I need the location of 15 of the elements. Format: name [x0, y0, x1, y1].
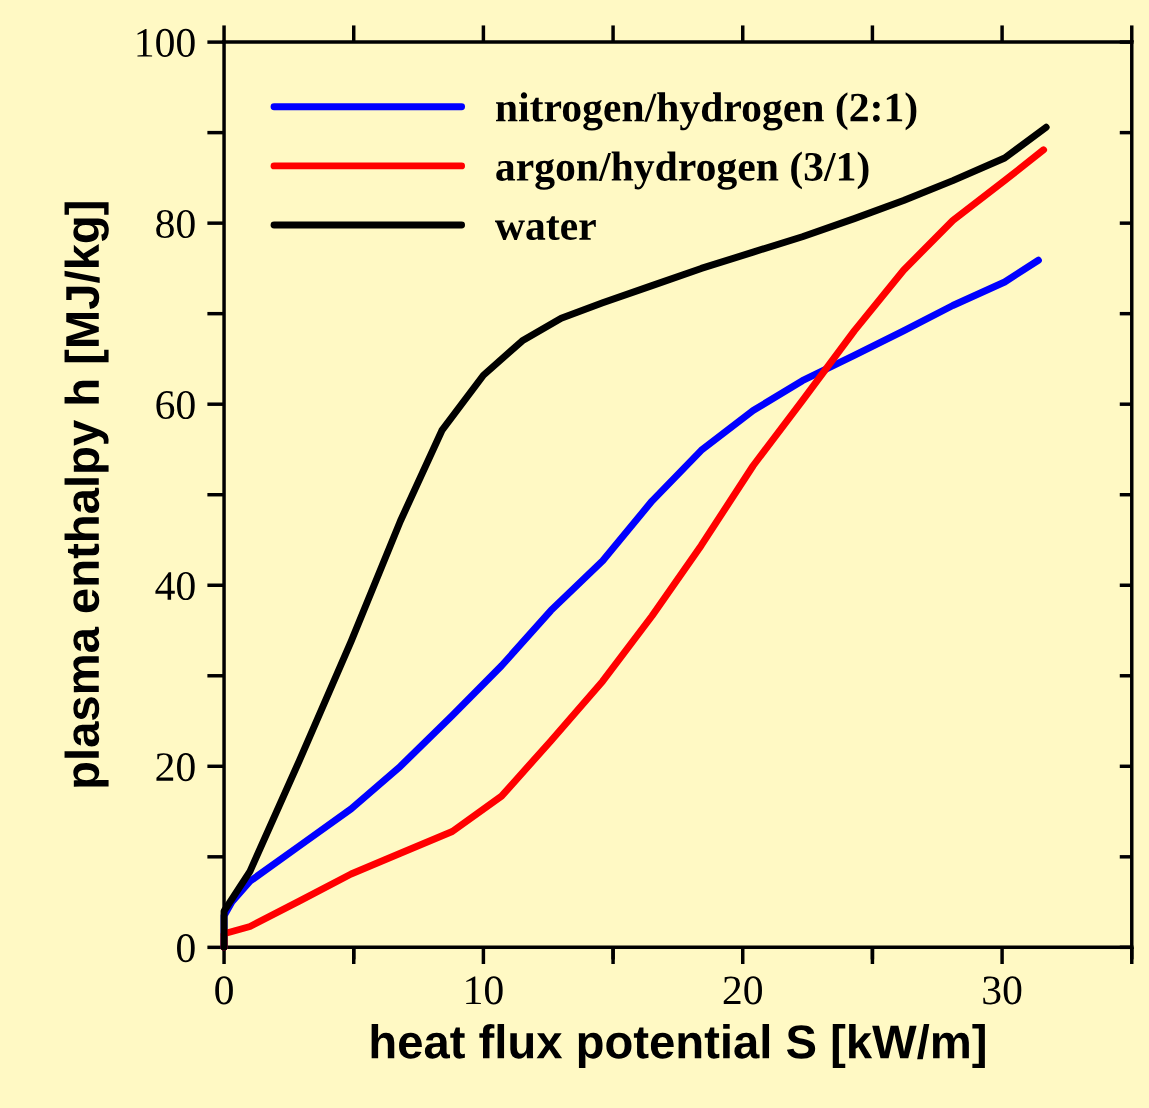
y-tick-label: 20 — [156, 753, 195, 782]
x-tick-label: 0 — [215, 976, 233, 1005]
y-tick-label: 60 — [156, 390, 195, 420]
y-tick-label: 0 — [177, 934, 195, 963]
y-axis-title: plasma enthalpy h [MJ/kg] — [64, 202, 109, 787]
y-tick-label: 40 — [155, 571, 195, 601]
x-tick-label: 30 — [983, 976, 1022, 1005]
y-tick-label: 100 — [137, 28, 195, 57]
legend-label: water — [495, 216, 596, 241]
x-tick-label: 10 — [466, 976, 503, 1005]
x-tick-label: 20 — [723, 976, 762, 1005]
legend-label: nitrogen/hydrogen (2:1) — [496, 92, 917, 131]
legend-label: argon/hydrogen (3/1) — [496, 151, 869, 190]
x-axis-title: heat flux potential S [kW/m] — [371, 1024, 985, 1069]
y-tick-label: 80 — [156, 209, 195, 239]
